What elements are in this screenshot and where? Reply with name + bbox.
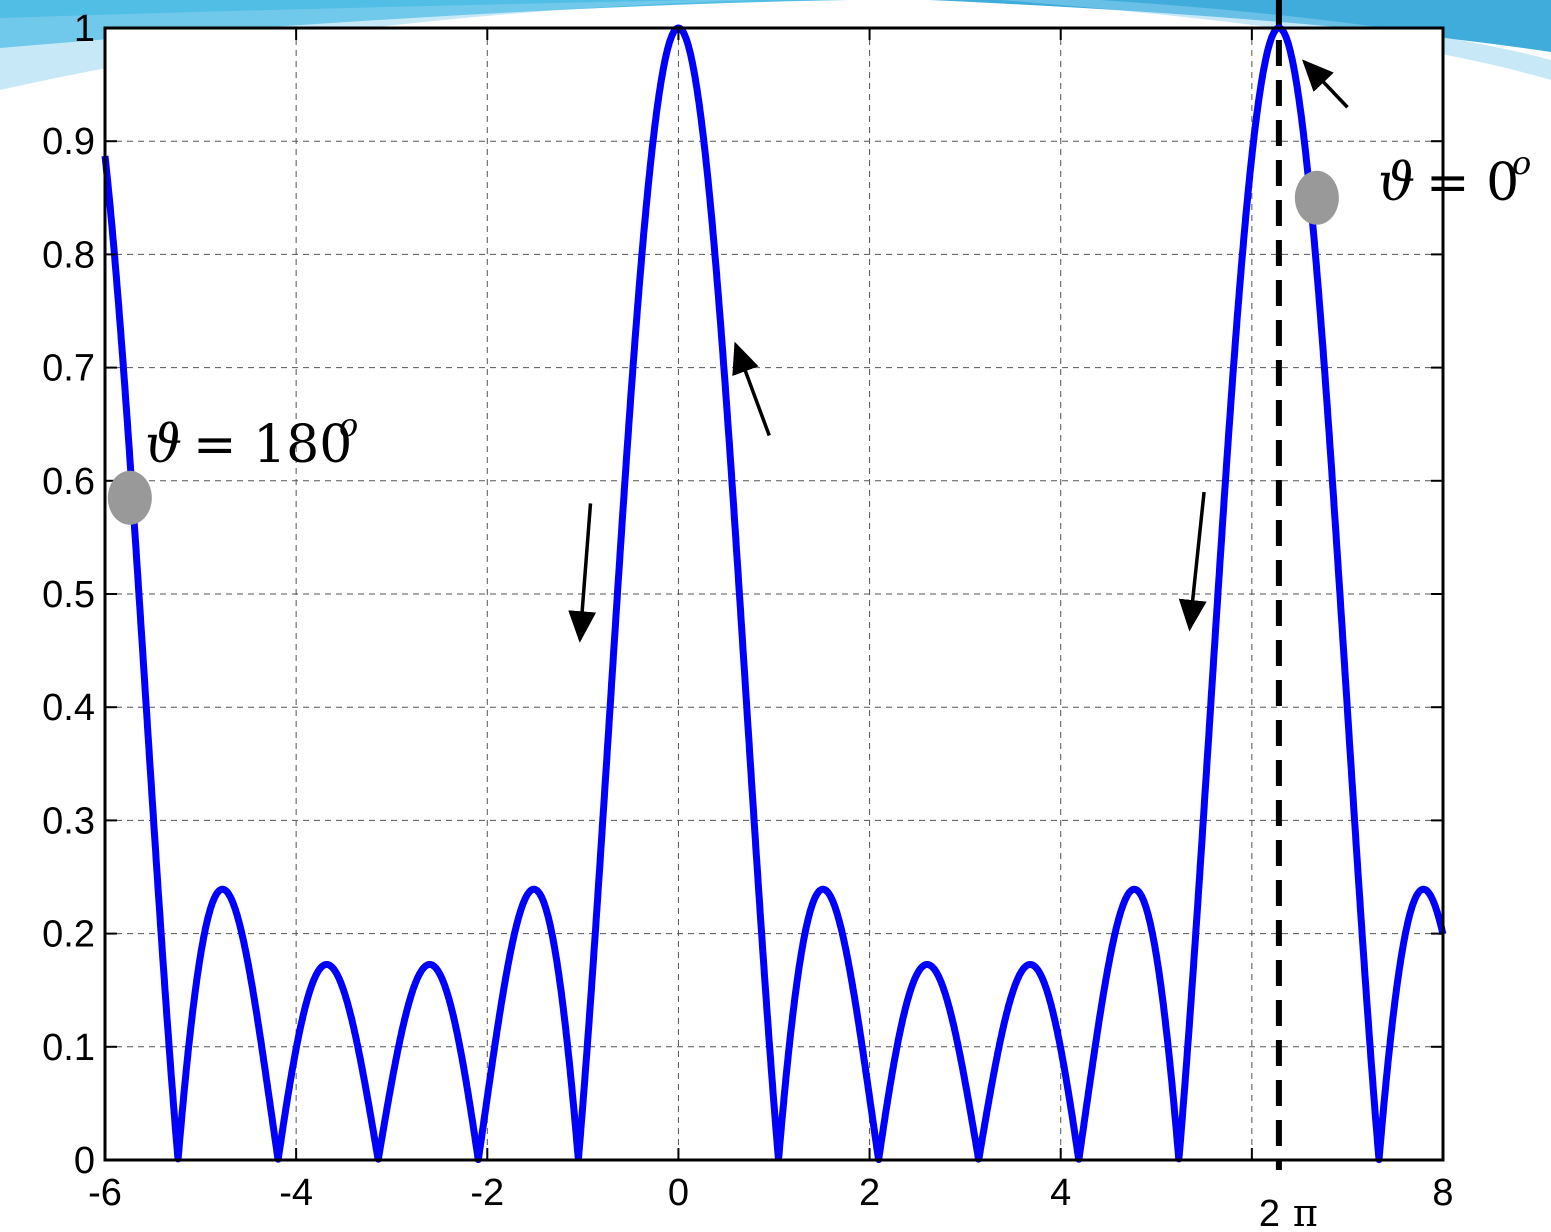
- y-tick-label: 0.4: [42, 687, 95, 729]
- annotation-symbol: ϑ: [1378, 153, 1415, 213]
- x-tick-label: -4: [279, 1172, 313, 1214]
- point-marker: [108, 471, 152, 525]
- annotation-theta: ϑ = 0o: [1378, 144, 1531, 213]
- annotation-text: = 0: [1426, 153, 1519, 213]
- y-tick-label: 0.3: [42, 800, 95, 842]
- pi-symbol: π: [1293, 1191, 1318, 1232]
- point-marker: [1295, 171, 1339, 225]
- y-tick-label: 0.7: [42, 348, 95, 390]
- x-tick-label: 2: [859, 1172, 880, 1214]
- y-tick-label: 0.5: [42, 574, 95, 616]
- y-tick-label: 1: [74, 8, 95, 50]
- annotation-superscript: o: [339, 406, 358, 444]
- x-tick-label-2pi: 2: [1259, 1193, 1280, 1232]
- x-tick-label: 8: [1432, 1172, 1453, 1214]
- y-tick-label: 0.1: [42, 1027, 95, 1069]
- x-tick-label: 4: [1050, 1172, 1071, 1214]
- y-tick-label: 0.2: [42, 914, 95, 956]
- y-tick-label: 0.6: [42, 461, 95, 503]
- annotation-superscript: o: [1512, 144, 1531, 182]
- annotation-symbol: ϑ: [145, 415, 182, 475]
- y-tick-label: 0.8: [42, 234, 95, 276]
- x-tick-label: -2: [470, 1172, 504, 1214]
- x-tick-label: 0: [668, 1172, 689, 1214]
- annotation-text: = 180: [193, 415, 352, 475]
- y-tick-label: 0: [74, 1140, 95, 1182]
- y-tick-label: 0.9: [42, 121, 95, 163]
